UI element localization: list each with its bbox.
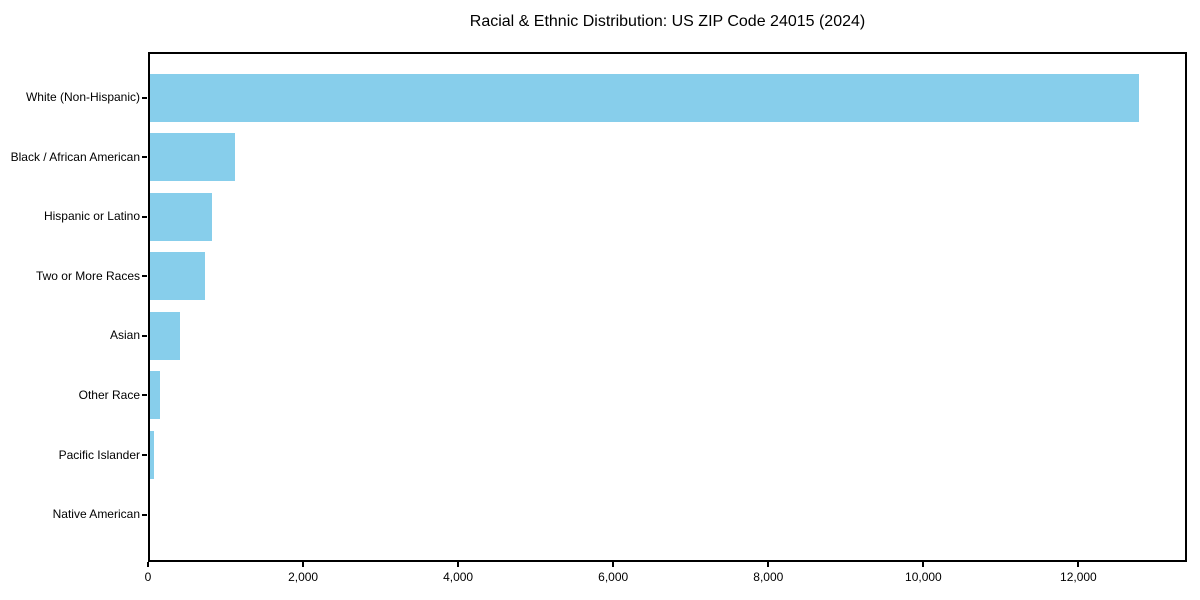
y-tick-label: Two or More Races [35, 268, 140, 283]
x-tick-mark [767, 562, 770, 567]
y-tick-mark [142, 275, 147, 278]
x-tick-label: 10,000 [905, 570, 942, 584]
bar [150, 252, 206, 301]
y-tick-label: Native American [52, 507, 140, 521]
x-tick-label: 4,000 [443, 570, 474, 584]
chart-title: Racial & Ethnic Distribution: US ZIP Cod… [469, 13, 866, 30]
y-tick-label: Pacific Islander [58, 447, 140, 462]
y-tick-label: Hispanic or Latino [43, 209, 140, 224]
x-tick-mark [612, 562, 615, 567]
x-tick-label: 12,000 [1060, 570, 1097, 584]
x-tick-mark [922, 562, 925, 567]
bar [150, 311, 181, 360]
y-tick-mark [142, 454, 147, 456]
y-tick-label: Asian [109, 328, 140, 343]
bar [150, 192, 212, 241]
y-tick-label: White (Non-Hispanic) [25, 90, 140, 105]
bar [150, 371, 161, 420]
x-tick-label: 0 [144, 570, 152, 584]
y-tick-mark [142, 215, 147, 218]
y-tick-mark [142, 96, 147, 99]
x-tick-mark [147, 562, 149, 567]
x-tick-label: 8,000 [753, 570, 784, 584]
y-tick-mark [142, 334, 147, 337]
bar [150, 133, 236, 182]
x-tick-label: 2,000 [288, 570, 319, 584]
y-tick-mark [142, 156, 147, 159]
x-tick-label: 6,000 [598, 570, 629, 584]
x-tick-mark [457, 562, 460, 567]
y-tick-mark [142, 513, 147, 516]
y-tick-mark [142, 394, 147, 397]
x-tick-mark [1077, 562, 1080, 567]
plot-area [148, 52, 1187, 562]
y-tick-label: Other Race [78, 387, 140, 402]
bar [150, 73, 1139, 122]
x-tick-mark [302, 562, 305, 567]
bar [150, 431, 154, 479]
y-tick-label: Black / African American [10, 149, 140, 164]
